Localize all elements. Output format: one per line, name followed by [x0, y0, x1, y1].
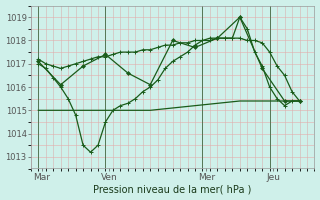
- X-axis label: Pression niveau de la mer( hPa ): Pression niveau de la mer( hPa ): [93, 184, 252, 194]
